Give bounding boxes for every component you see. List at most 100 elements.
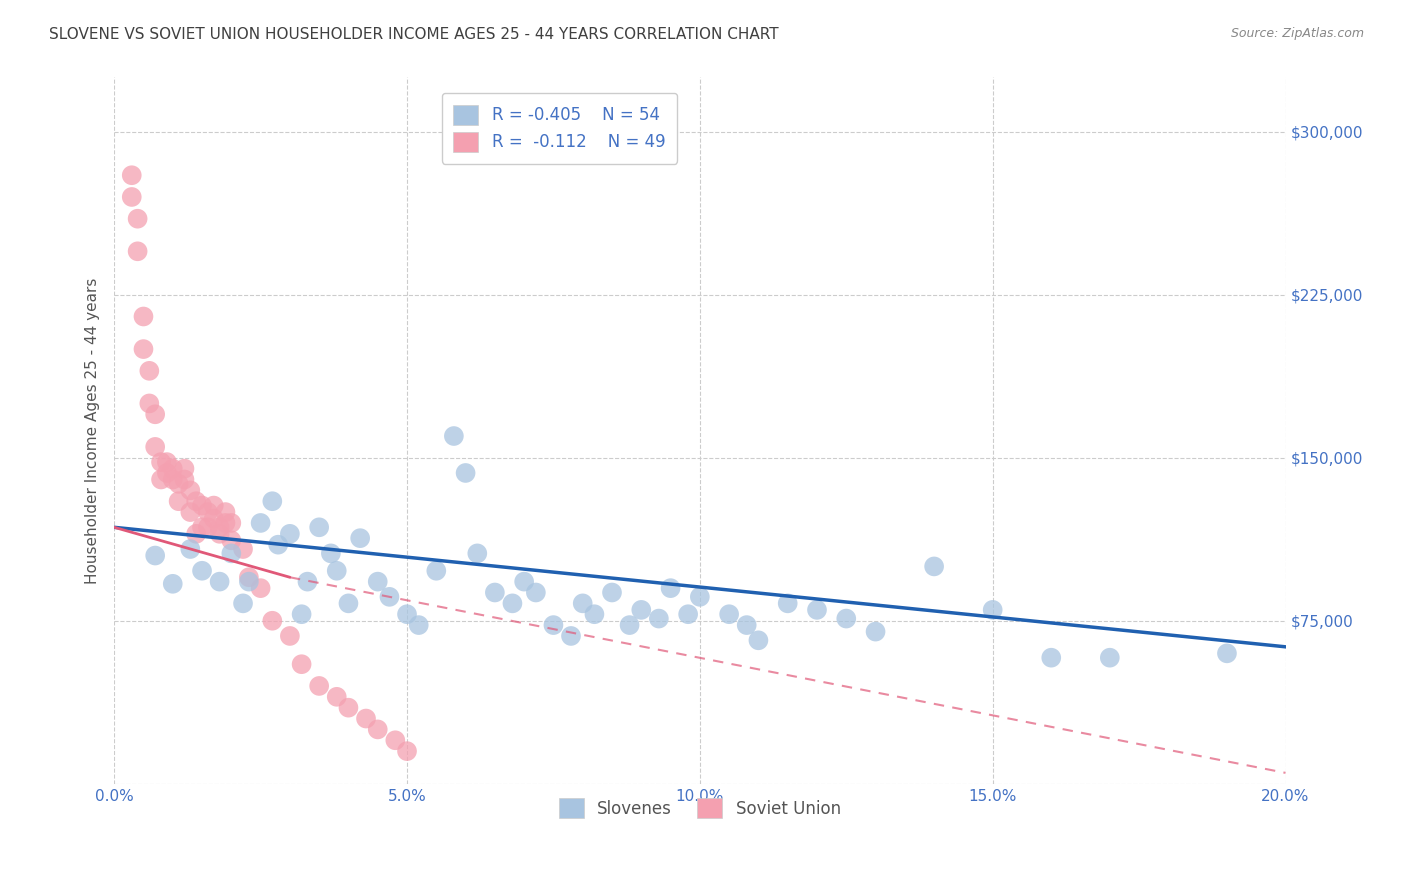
Point: [291, 657, 314, 672]
Point: [202, 511, 225, 525]
Y-axis label: Householder Income Ages 25 - 44 years: Householder Income Ages 25 - 44 years: [86, 277, 100, 583]
Point: [981, 603, 1004, 617]
Point: [484, 585, 506, 599]
Point: [173, 461, 195, 475]
Point: [425, 564, 447, 578]
Point: [127, 244, 149, 259]
Point: [776, 596, 799, 610]
Point: [747, 633, 769, 648]
Legend: Slovenes, Soviet Union: Slovenes, Soviet Union: [553, 791, 848, 825]
Point: [354, 712, 377, 726]
Point: [571, 596, 593, 610]
Point: [249, 516, 271, 530]
Point: [583, 607, 606, 622]
Point: [291, 607, 314, 622]
Point: [191, 520, 214, 534]
Point: [337, 596, 360, 610]
Point: [138, 364, 160, 378]
Point: [162, 461, 184, 475]
Point: [197, 505, 219, 519]
Point: [208, 520, 231, 534]
Point: [308, 679, 330, 693]
Point: [267, 538, 290, 552]
Point: [501, 596, 523, 610]
Point: [167, 494, 190, 508]
Point: [319, 546, 342, 560]
Point: [600, 585, 623, 599]
Point: [156, 466, 179, 480]
Text: SLOVENE VS SOVIET UNION HOUSEHOLDER INCOME AGES 25 - 44 YEARS CORRELATION CHART: SLOVENE VS SOVIET UNION HOUSEHOLDER INCO…: [49, 27, 779, 42]
Point: [648, 611, 671, 625]
Point: [214, 516, 236, 530]
Point: [806, 603, 828, 617]
Point: [443, 429, 465, 443]
Point: [337, 700, 360, 714]
Point: [167, 476, 190, 491]
Point: [718, 607, 741, 622]
Point: [262, 614, 284, 628]
Point: [173, 473, 195, 487]
Point: [232, 596, 254, 610]
Point: [232, 542, 254, 557]
Point: [465, 546, 488, 560]
Point: [179, 483, 201, 498]
Text: Source: ZipAtlas.com: Source: ZipAtlas.com: [1230, 27, 1364, 40]
Point: [367, 723, 389, 737]
Point: [349, 531, 371, 545]
Point: [543, 618, 565, 632]
Point: [150, 455, 173, 469]
Point: [221, 533, 243, 548]
Point: [208, 574, 231, 589]
Point: [186, 494, 208, 508]
Point: [384, 733, 406, 747]
Point: [179, 542, 201, 557]
Point: [162, 576, 184, 591]
Point: [132, 342, 155, 356]
Point: [143, 440, 166, 454]
Point: [262, 494, 284, 508]
Point: [524, 585, 547, 599]
Point: [922, 559, 945, 574]
Point: [326, 564, 349, 578]
Point: [191, 564, 214, 578]
Point: [689, 590, 711, 604]
Point: [278, 526, 301, 541]
Point: [395, 607, 418, 622]
Point: [127, 211, 149, 226]
Point: [214, 505, 236, 519]
Point: [132, 310, 155, 324]
Point: [378, 590, 401, 604]
Point: [395, 744, 418, 758]
Point: [238, 570, 260, 584]
Point: [208, 526, 231, 541]
Point: [197, 520, 219, 534]
Point: [835, 611, 858, 625]
Point: [367, 574, 389, 589]
Point: [630, 603, 652, 617]
Point: [143, 407, 166, 421]
Point: [408, 618, 430, 632]
Point: [1040, 650, 1063, 665]
Point: [150, 473, 173, 487]
Point: [121, 190, 143, 204]
Point: [179, 505, 201, 519]
Point: [162, 473, 184, 487]
Point: [735, 618, 758, 632]
Point: [186, 526, 208, 541]
Point: [121, 168, 143, 182]
Point: [676, 607, 699, 622]
Point: [659, 581, 682, 595]
Point: [191, 499, 214, 513]
Point: [221, 546, 243, 560]
Point: [560, 629, 582, 643]
Point: [619, 618, 641, 632]
Point: [308, 520, 330, 534]
Point: [297, 574, 319, 589]
Point: [202, 499, 225, 513]
Point: [156, 455, 179, 469]
Point: [249, 581, 271, 595]
Point: [221, 516, 243, 530]
Point: [454, 466, 477, 480]
Point: [138, 396, 160, 410]
Point: [238, 574, 260, 589]
